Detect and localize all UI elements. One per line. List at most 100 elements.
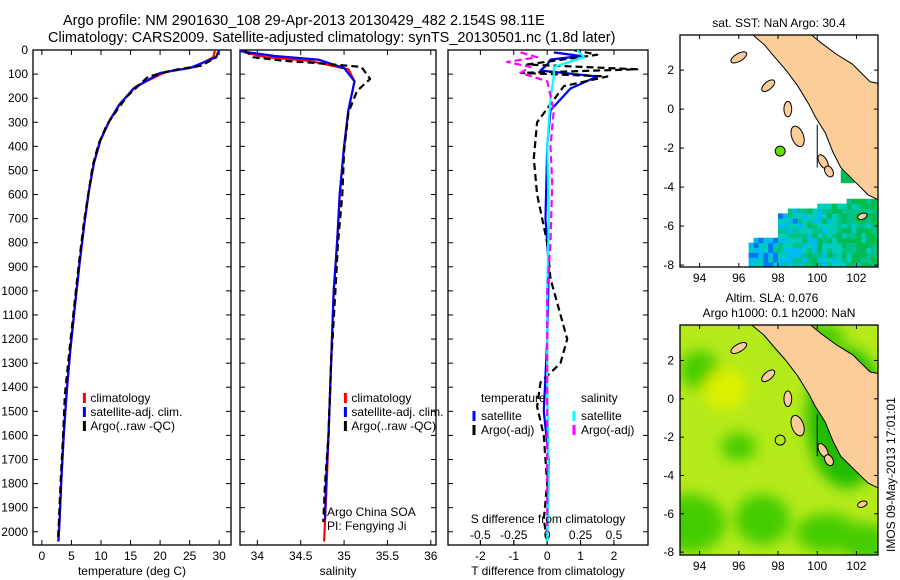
sst-pixel [861,242,867,249]
sst-pixel [787,257,794,263]
sst-pixel [851,257,857,263]
sst-pixel [782,232,789,239]
sst-pixel [841,223,848,229]
sst-pixel [861,223,867,229]
sst-pixel [778,242,784,249]
lat-tick-label: -6 [663,507,674,521]
sst-pixel [812,232,818,239]
sst-pixel [763,252,769,258]
sst-pixel [817,203,823,210]
legend-header-salinity: salinity [581,391,618,405]
sst-pixel [827,237,833,244]
sst-pixel [836,242,843,249]
lon-tick-label: 98 [771,271,785,285]
sst-pixel [871,252,877,258]
salinity-series [240,50,372,542]
sst-pixel [812,218,818,224]
sst-pixel [778,237,784,244]
sst-pixel [861,237,867,244]
sst-pixel [812,237,818,244]
sst-pixel [812,228,818,234]
sst-pixel [871,247,877,253]
depth-tick-label: 300 [8,115,28,129]
land-island [857,500,868,508]
sst-pixel [851,237,857,244]
depth-tick-label: 1700 [1,452,28,466]
salinity-panel: 34 34.5 35 35.5 36 climatologysatellite-adj. … [239,49,443,563]
lon-tick-label: 100 [807,559,827,573]
legend-header-temperature: temperature [481,391,546,405]
salinity-axes-box [239,49,437,546]
sst-pixel [822,247,828,253]
x-tick-label: 35.5 [376,549,400,563]
sst-pixel [753,237,759,244]
sst-pixel [748,257,755,263]
sst-pixel [861,203,867,210]
sst-pixel [831,247,838,253]
sst-pixel [866,198,872,205]
sst-pixel [802,213,808,219]
sst-pixel [831,228,838,234]
sst-pixel [851,252,857,258]
sst-pixel [807,213,813,219]
sst-pixel [748,242,755,249]
sst-pixel [768,262,774,267]
sst-pixel [861,208,867,214]
sst-pixel [856,228,862,234]
sst-pixel [792,262,799,267]
sst-pixel [773,252,779,258]
sst-pixel [782,257,789,263]
sst-pixel [782,237,789,244]
sst-pixel [812,213,818,219]
sst-pixel [856,223,862,229]
x-tick-label: 34.5 [289,549,313,563]
legend-label: Argo(-adj) [481,423,534,437]
sst-pixel [782,252,789,258]
sst-pixel [812,223,818,229]
sst-pixel [836,232,843,239]
sst-pixel [846,223,853,229]
land-island [857,212,868,221]
sst-pixel [753,252,759,258]
salinity-xlabel: salinity [320,564,357,578]
sst-pixel [866,232,872,239]
sst-pixel [778,223,784,229]
x-tick-label: 34 [251,549,265,563]
sst-pixel [871,203,877,210]
land-island [783,390,793,408]
sst-pixel [827,203,833,210]
sst-pixel [778,213,784,219]
sst-pixel [802,257,808,263]
sst-pixel [787,242,794,249]
sst-pixel [836,203,843,210]
lon-tick-label: 102 [846,271,866,285]
sst-pixel [851,218,857,224]
sst-pixel [797,218,804,224]
sst-pixel [787,247,794,253]
sst-pixel [807,252,813,258]
sst-pixel [856,242,862,249]
legend-label: satellite [481,409,522,423]
sst-pixel [846,198,853,205]
sst-pixel [856,262,862,267]
sst-pixel [807,223,813,229]
sst-pixel [861,218,867,224]
depth-tick-label: 1500 [1,404,28,418]
sst-pixel [797,237,804,244]
sst-pixel [822,203,828,210]
sst-pixel [841,242,848,249]
lon-tick-label: 98 [771,559,785,573]
sst-pixel [817,262,823,267]
sst-pixel [831,262,838,267]
sst-pixel [807,232,813,239]
sst-pixel [802,247,808,253]
sst-pixel [782,223,789,229]
sst-pixel [812,247,818,253]
sst-pixel [866,247,872,253]
sst-pixel [817,223,823,229]
sla-anomaly [842,523,878,555]
sst-pixel [778,252,784,258]
sst-pixel [817,228,823,234]
land-island [761,369,776,383]
argo-position-marker [774,145,786,157]
